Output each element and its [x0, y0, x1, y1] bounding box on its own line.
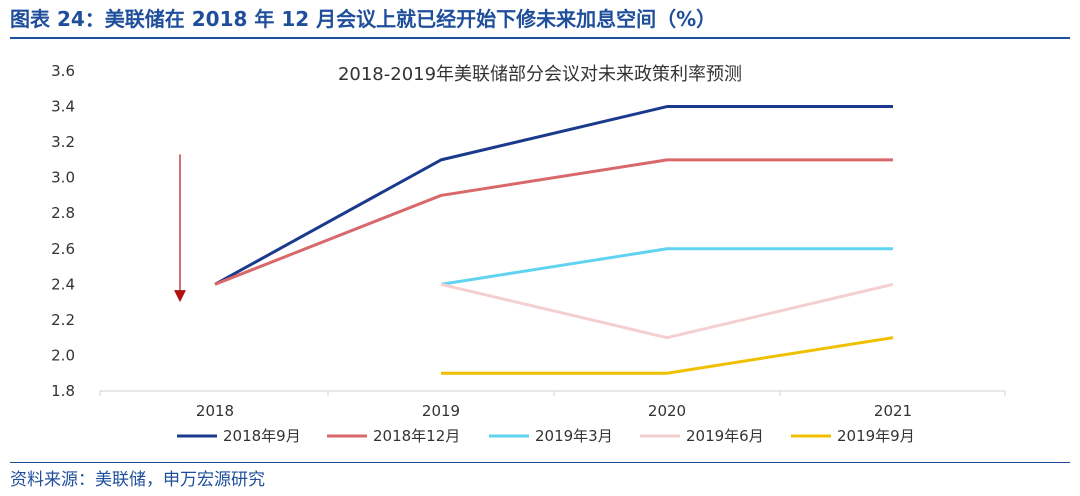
series-line-4 [440, 282, 894, 340]
y-tick-label: 2.2 [51, 311, 75, 329]
series-line-3 [440, 247, 893, 286]
legend-label: 2018年9月 [223, 427, 301, 445]
y-tick-label: 3.0 [51, 169, 75, 187]
figure-title: 图表 24：美联储在 2018 年 12 月会议上就已经开始下修未来加息空间（%… [10, 7, 717, 31]
source-note: 资料来源：美联储，申万宏源研究 [10, 470, 265, 490]
y-tick-label: 3.6 [51, 62, 75, 80]
x-tick-label: 2019 [422, 402, 460, 420]
y-tick-label: 3.2 [51, 133, 75, 151]
legend-label: 2019年6月 [686, 427, 764, 445]
series-line-5 [441, 336, 894, 375]
series-layer [214, 105, 894, 375]
legend: 2018年9月 2018年12月 2019年3月 2019年6月 2019年9月 [177, 427, 915, 445]
y-axis: 1.8 2.0 2.2 2.4 2.6 2.8 3.0 3.2 3.4 3.6 [51, 62, 75, 400]
y-tick-label: 3.4 [51, 98, 75, 116]
y-tick-label: 2.8 [51, 204, 75, 222]
down-arrow-icon [174, 290, 186, 303]
legend-label: 2018年12月 [373, 427, 460, 445]
title-divider [10, 37, 1070, 39]
source-divider [10, 462, 1070, 463]
y-tick-label: 1.8 [51, 382, 75, 400]
x-tick-label: 2021 [874, 402, 912, 420]
legend-label: 2019年3月 [535, 427, 613, 445]
x-tick-label: 2018 [196, 402, 234, 420]
chart-title: 2018-2019年美联储部分会议对未来政策利率预测 [338, 64, 742, 85]
x-axis: 2018 2019 2020 2021 [99, 391, 1006, 420]
series-line-2 [214, 158, 893, 286]
legend-label: 2019年9月 [837, 427, 915, 445]
y-tick-label: 2.0 [51, 346, 75, 364]
y-tick-label: 2.4 [51, 275, 75, 293]
x-tick-label: 2020 [648, 402, 686, 420]
annotation-layer [174, 154, 186, 303]
series-line-1 [214, 105, 893, 286]
y-tick-label: 2.6 [51, 240, 75, 258]
